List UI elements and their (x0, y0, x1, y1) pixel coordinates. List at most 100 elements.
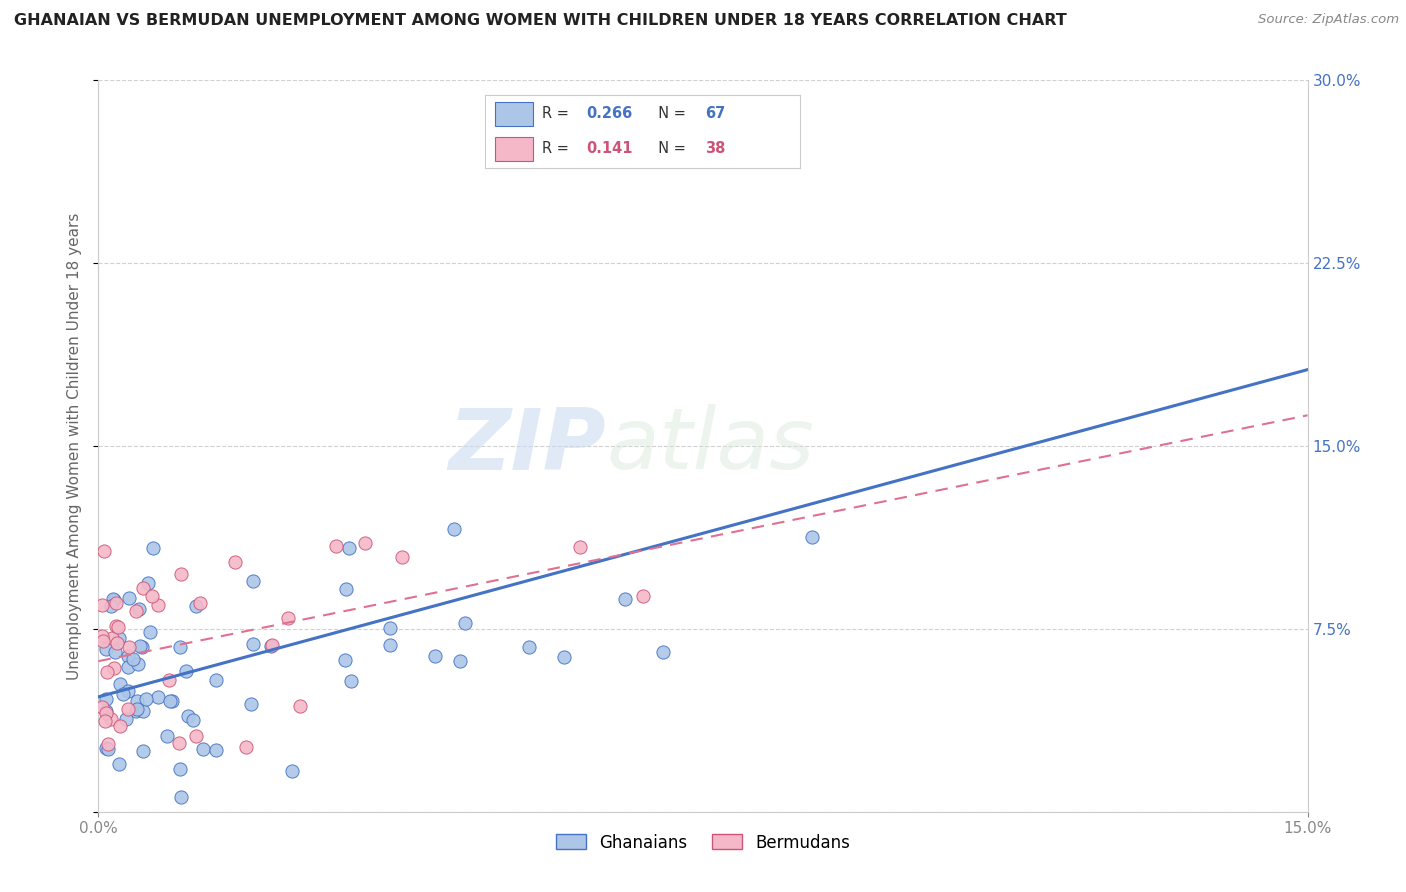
Point (127, 694, 149, 708)
Point (91, 700, 114, 714)
Point (117, 660, 139, 674)
Point (260, 638, 283, 652)
Point (454, 615, 477, 630)
Point (91, 634, 114, 648)
Point (117, 683, 139, 698)
Point (142, 541, 165, 555)
Point (97, 742, 120, 756)
Point (290, 699, 312, 714)
Point (170, 567, 193, 582)
Point (772, 151, 794, 165)
Point (131, 640, 153, 654)
Point (138, 624, 160, 639)
Point (193, 742, 215, 756)
Point (378, 621, 401, 635)
Point (423, 649, 446, 664)
Point (93, 544, 115, 558)
Point (184, 599, 207, 613)
Point (174, 664, 197, 678)
Point (337, 541, 360, 556)
Point (111, 687, 134, 701)
Point (105, 636, 128, 650)
Point (103, 592, 125, 607)
Point (96, 692, 118, 706)
Point (118, 640, 141, 655)
Point (128, 602, 150, 616)
Point (100, 631, 122, 645)
Point (204, 673, 226, 687)
Point (169, 640, 191, 654)
Point (449, 654, 471, 668)
Point (100, 712, 122, 726)
Point (91, 598, 114, 612)
Point (177, 708, 200, 723)
Point (652, 645, 675, 659)
Point (107, 620, 129, 634)
Point (801, 530, 824, 544)
Point (325, 539, 347, 553)
Point (100, 599, 122, 613)
Point (124, 704, 146, 718)
Point (157, 673, 180, 687)
Point (110, 677, 132, 691)
Point (443, 522, 465, 536)
Point (205, 743, 228, 757)
Text: atlas: atlas (606, 404, 814, 488)
Point (96, 665, 118, 679)
Text: GHANAIAN VS BERMUDAN UNEMPLOYMENT AMONG WOMEN WITH CHILDREN UNDER 18 YEARS CORRE: GHANAIAN VS BERMUDAN UNEMPLOYMENT AMONG … (14, 13, 1067, 29)
Point (136, 575, 159, 590)
Point (127, 702, 149, 716)
Point (135, 691, 157, 706)
Point (633, 589, 655, 603)
Point (132, 744, 155, 758)
Text: ZIP: ZIP (449, 404, 606, 488)
Point (129, 640, 152, 654)
Point (103, 661, 125, 675)
Point (104, 645, 127, 659)
Point (125, 604, 148, 618)
Point (156, 729, 179, 743)
Point (132, 581, 155, 595)
Point (105, 619, 128, 633)
Text: Source: ZipAtlas.com: Source: ZipAtlas.com (1258, 13, 1399, 27)
Point (91, 628, 114, 642)
Point (240, 697, 263, 711)
Point (517, 640, 540, 654)
Point (235, 740, 257, 755)
Point (121, 652, 143, 666)
Point (613, 592, 636, 607)
Point (169, 736, 191, 750)
Point (169, 762, 191, 776)
Point (107, 757, 129, 772)
Point (159, 694, 181, 708)
Point (146, 598, 169, 612)
Legend: Ghanaians, Bermudans: Ghanaians, Bermudans (548, 827, 858, 858)
Point (146, 690, 169, 704)
Point (281, 764, 304, 778)
Point (553, 649, 575, 664)
Point (97, 737, 120, 751)
Point (117, 702, 139, 716)
Point (335, 582, 357, 596)
Point (160, 694, 183, 708)
Point (118, 591, 141, 606)
Point (127, 657, 149, 672)
Point (569, 540, 592, 554)
Point (96, 704, 118, 718)
Point (242, 637, 264, 651)
Point (224, 555, 246, 569)
Point (188, 597, 211, 611)
Point (242, 574, 264, 589)
Point (132, 704, 155, 718)
Point (260, 639, 283, 653)
Point (94, 714, 117, 729)
Point (170, 790, 193, 805)
Point (181, 713, 204, 727)
Point (184, 729, 207, 743)
Point (96, 706, 118, 721)
Point (141, 589, 163, 603)
Point (354, 536, 377, 550)
Point (96, 641, 118, 656)
Point (333, 653, 356, 667)
Point (105, 596, 128, 610)
